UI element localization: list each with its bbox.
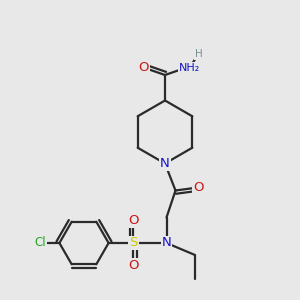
Text: H: H xyxy=(195,49,203,59)
Text: N: N xyxy=(160,157,170,170)
Text: O: O xyxy=(128,214,139,227)
Text: O: O xyxy=(193,181,203,194)
Text: O: O xyxy=(138,61,149,74)
Text: NH₂: NH₂ xyxy=(179,62,200,73)
Text: S: S xyxy=(129,236,138,250)
Text: N: N xyxy=(162,236,171,250)
Text: Cl: Cl xyxy=(34,236,46,250)
Text: O: O xyxy=(128,259,139,272)
